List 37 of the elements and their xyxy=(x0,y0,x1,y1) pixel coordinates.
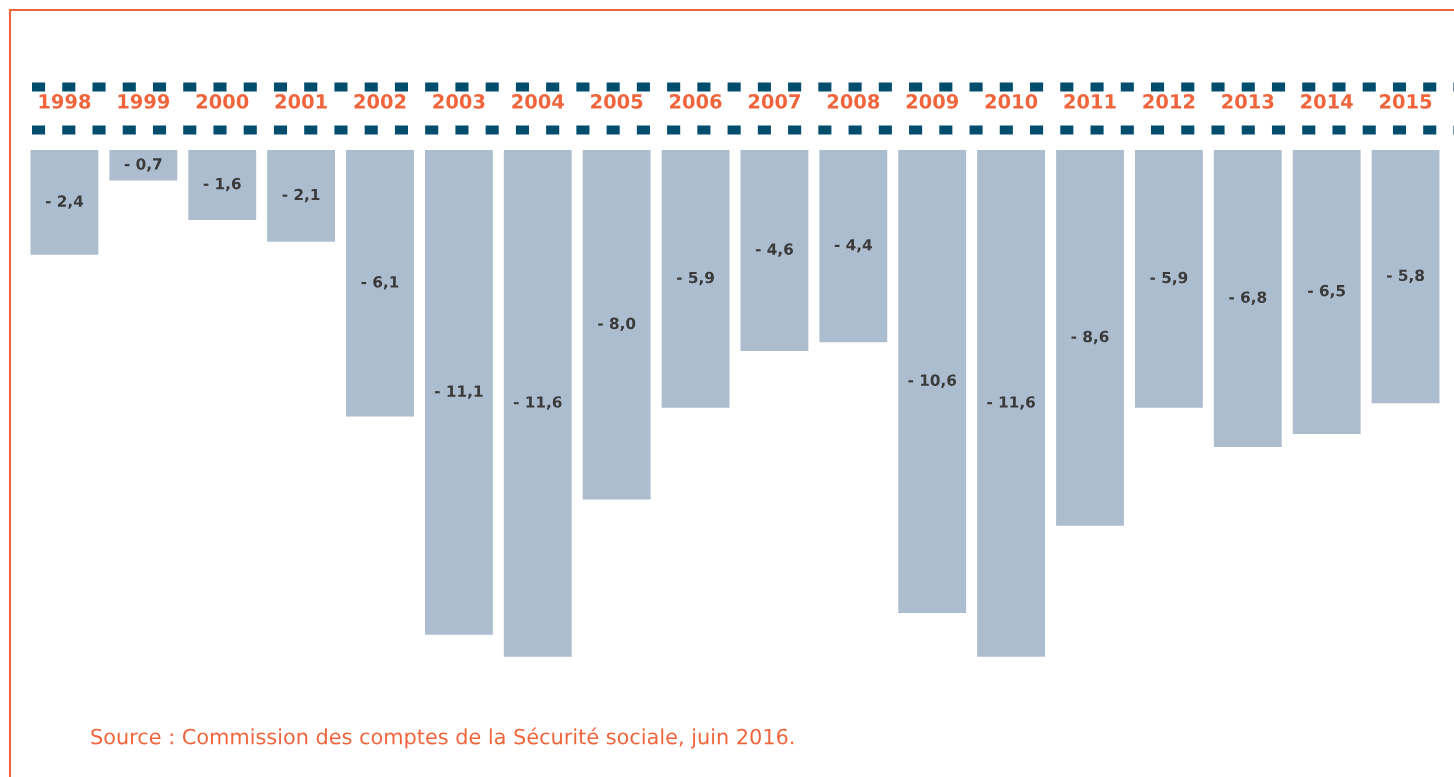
x-tick-label: 1999 xyxy=(118,94,170,109)
data-label: - 5,9 xyxy=(677,271,714,286)
data-label: - 5,9 xyxy=(1150,271,1188,286)
x-tick-label: 2008 xyxy=(827,94,880,109)
data-label: - 4,4 xyxy=(834,239,872,253)
data-label: - 11,6 xyxy=(513,396,562,410)
x-tick-label: 2005 xyxy=(591,94,643,109)
data-label: - 11,1 xyxy=(435,385,483,399)
data-label: - 8,0 xyxy=(598,317,636,332)
data-label: - 4,6 xyxy=(755,243,793,257)
data-label: - 11,6 xyxy=(987,396,1035,410)
x-tick-label: 2000 xyxy=(196,94,249,109)
x-tick-label: 2007 xyxy=(748,94,800,109)
data-label: - 0,7 xyxy=(124,158,162,172)
x-tick-label: 2010 xyxy=(985,94,1038,109)
data-label: - 2,1 xyxy=(282,188,320,203)
data-label: - 2,4 xyxy=(45,195,84,209)
data-label: - 5,8 xyxy=(1387,269,1424,284)
x-tick-label: 2001 xyxy=(275,94,327,109)
x-tick-label: 2013 xyxy=(1222,94,1274,109)
x-tick-label: 1998 xyxy=(39,94,91,109)
data-label: - 10,6 xyxy=(908,374,957,388)
x-tick-label: 2002 xyxy=(354,94,406,109)
data-label: - 1,6 xyxy=(203,177,241,192)
data-label: - 8,6 xyxy=(1071,330,1109,345)
x-tick-label: 2009 xyxy=(906,94,959,109)
data-label: - 6,5 xyxy=(1308,284,1345,299)
x-tick-label: 2011 xyxy=(1064,94,1116,109)
x-tick-label: 2006 xyxy=(670,94,722,109)
source-note: Source : Commission des comptes de la Sécurité sociale, juin 2016. xyxy=(91,727,794,749)
data-label: - 6,1 xyxy=(361,276,399,290)
data-label: - 6,8 xyxy=(1229,291,1267,305)
x-tick-label: 2014 xyxy=(1301,94,1353,109)
x-tick-label: 2003 xyxy=(433,94,485,109)
x-tick-label: 2004 xyxy=(512,94,564,109)
x-tick-label: 2015 xyxy=(1380,94,1432,109)
x-tick-label: 2012 xyxy=(1143,94,1195,109)
